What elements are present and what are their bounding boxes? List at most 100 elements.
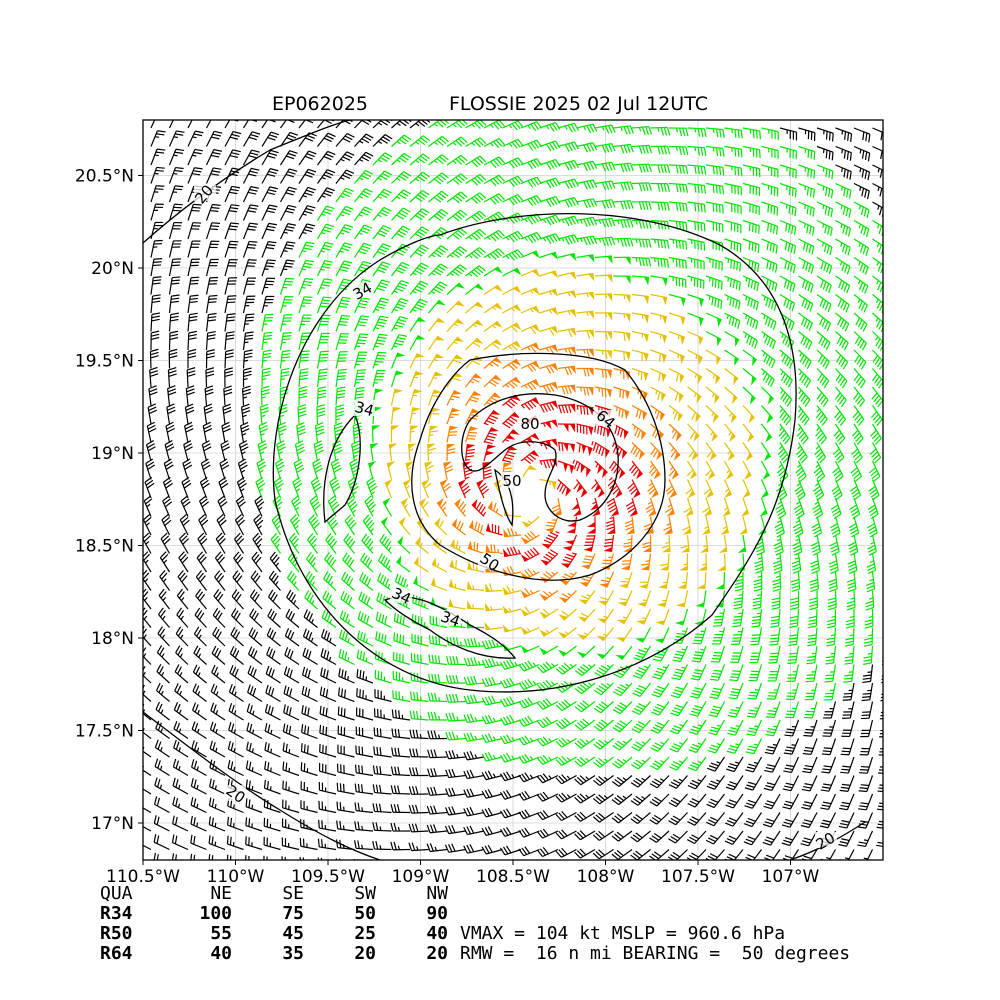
wind-barb [668, 238, 688, 250]
wind-barb [502, 120, 524, 131]
wind-barb [576, 179, 598, 190]
wind-barb [391, 225, 411, 240]
wind-barb [668, 164, 689, 174]
wind-barb [594, 180, 616, 191]
wind-barb [439, 479, 452, 499]
wind-barb [354, 151, 374, 166]
wind-barb [797, 405, 810, 426]
wind-barb [503, 527, 522, 538]
wind-barb [166, 403, 176, 425]
wind-barb [887, 517, 896, 537]
wind-barb [816, 219, 833, 237]
wind-barb [668, 349, 685, 365]
wind-barb [364, 495, 377, 517]
wind-barb [161, 513, 172, 536]
wind-barb [354, 169, 374, 184]
wind-barb [317, 169, 336, 184]
wind-barb [539, 214, 561, 226]
wind-barb [761, 164, 779, 178]
wind-barb [816, 349, 830, 370]
wind-barb [796, 442, 808, 464]
wind-barb [891, 369, 902, 389]
wind-barb [742, 442, 753, 462]
wind-barb [251, 551, 263, 573]
wind-barb [372, 315, 389, 332]
wind-barb [539, 344, 559, 355]
wind-barb [520, 231, 543, 244]
wind-barb [297, 403, 307, 425]
wind-barb [556, 867, 577, 876]
wind-barb [143, 532, 152, 554]
wind-barb [298, 241, 315, 258]
wind-barb [224, 295, 237, 314]
wind-barb [242, 259, 257, 277]
wind-barb [631, 219, 652, 229]
wind-barb [261, 313, 274, 332]
wind-barb [761, 331, 777, 350]
wind-barb [867, 497, 879, 520]
wind-barb [853, 368, 866, 389]
wind-barb [150, 148, 166, 166]
wind-barb [872, 127, 883, 141]
wind-barb [810, 534, 822, 556]
wind-barb [668, 219, 688, 231]
wind-barb [668, 182, 689, 193]
wind-barb [594, 349, 613, 360]
wind-barb [594, 460, 608, 479]
wind-barb [162, 476, 173, 499]
wind-barb [631, 330, 649, 343]
wind-barb [650, 312, 668, 325]
wind-barb [591, 479, 605, 499]
wind-barb [724, 386, 738, 405]
wind-barb [203, 403, 213, 425]
wind-barb [253, 514, 264, 536]
wind-barb [812, 479, 825, 501]
wind-barb [613, 293, 631, 304]
wind-barb [724, 442, 735, 462]
wind-barb [853, 275, 869, 294]
wind-barb [298, 168, 317, 184]
wind-barb [465, 247, 486, 259]
wind-barb [168, 185, 184, 203]
wind-barb [483, 374, 502, 388]
wind-barb [724, 368, 739, 386]
wind-barb [199, 495, 210, 517]
wind-barb [557, 460, 575, 475]
wind-barb [380, 516, 392, 536]
radii-value: 100 [199, 903, 232, 924]
wind-barb [613, 275, 631, 285]
wind-barb [391, 261, 410, 277]
wind-barb [187, 240, 201, 258]
wind-barb [608, 460, 626, 480]
wind-radii-row-r34: R34 100 75 50 90 [100, 904, 448, 924]
wind-barb [847, 553, 858, 575]
radii-value: 20 [354, 943, 376, 964]
wind-barb [828, 553, 839, 575]
wind-barb [658, 571, 670, 589]
wind-barb [701, 516, 711, 535]
radii-value: 45 [282, 923, 304, 944]
wind-barb [288, 532, 300, 554]
wind-barb [557, 141, 579, 152]
wind-barb [594, 274, 613, 283]
contour-label: 50 [502, 472, 521, 490]
wind-barb [631, 144, 653, 155]
wind-barb [205, 367, 215, 388]
wind-barb [778, 423, 791, 445]
wind-barb [779, 256, 796, 274]
wind-barb [798, 386, 811, 407]
wind-barb [450, 538, 466, 555]
wind-barb [219, 458, 230, 480]
wind-barb [761, 256, 778, 273]
wind-barb [816, 275, 832, 294]
wind-barb [335, 187, 354, 203]
wind-barb [835, 219, 852, 237]
wind-barb [587, 516, 596, 534]
wind-barb [485, 522, 503, 536]
lat-tick-label: 19°N [91, 444, 134, 464]
wind-barb [372, 297, 390, 314]
wind-barb [796, 423, 809, 445]
wind-barb [717, 553, 726, 571]
wind-barb [557, 308, 577, 318]
